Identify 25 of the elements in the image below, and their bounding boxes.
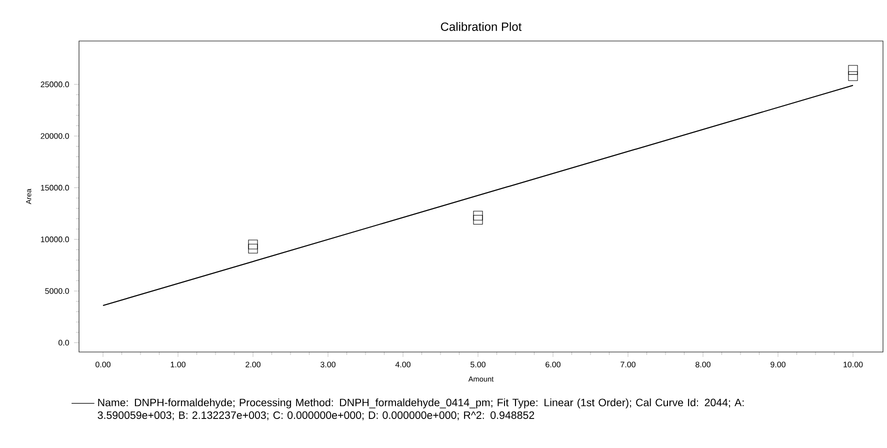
x-tick-label: 4.00: [395, 362, 410, 368]
y-tick-label: 25000.0: [40, 82, 69, 88]
x-tick-label: 8.00: [696, 362, 710, 368]
x-tick-label: 1.00: [170, 362, 186, 368]
y-tick-label: 20000.0: [40, 133, 69, 139]
x-tick-label: 9.00: [770, 362, 786, 368]
point: [848, 65, 858, 75]
x-tick-label: 3.00: [320, 362, 336, 368]
y-tick-label: 5000.0: [45, 288, 69, 294]
point: [473, 214, 483, 225]
x-tick-label: 2.00: [246, 362, 260, 368]
x-tick-label: 5.00: [470, 362, 486, 368]
point: [473, 210, 483, 220]
point: [248, 244, 258, 254]
x-tick-label: 7.00: [620, 362, 636, 368]
point: [248, 240, 258, 250]
x-tick-label: 6.00: [546, 362, 560, 368]
point: [848, 71, 858, 81]
chart-title: Calibration Plot: [440, 22, 522, 31]
x-tick-label: 10.00: [844, 362, 863, 368]
y-tick-label: 0.0: [58, 340, 69, 346]
legend-label: Name: DNPH-formaldehyde; Processing Method: DNPH_formaldehyde_0414_pm; Fit Type: Linear (1st Order); Cal Curve Id: 2044; A: 3.590059e+003; B: 2.132237e+003; C: 0.000000e+000; D: 0.000000e+000; R^2: 0.948852: [98, 398, 744, 420]
y-tick-label: 15000.0: [40, 184, 69, 191]
y-tick-label: 10000.0: [40, 236, 69, 242]
x-tick-label: 0.00: [96, 362, 110, 368]
